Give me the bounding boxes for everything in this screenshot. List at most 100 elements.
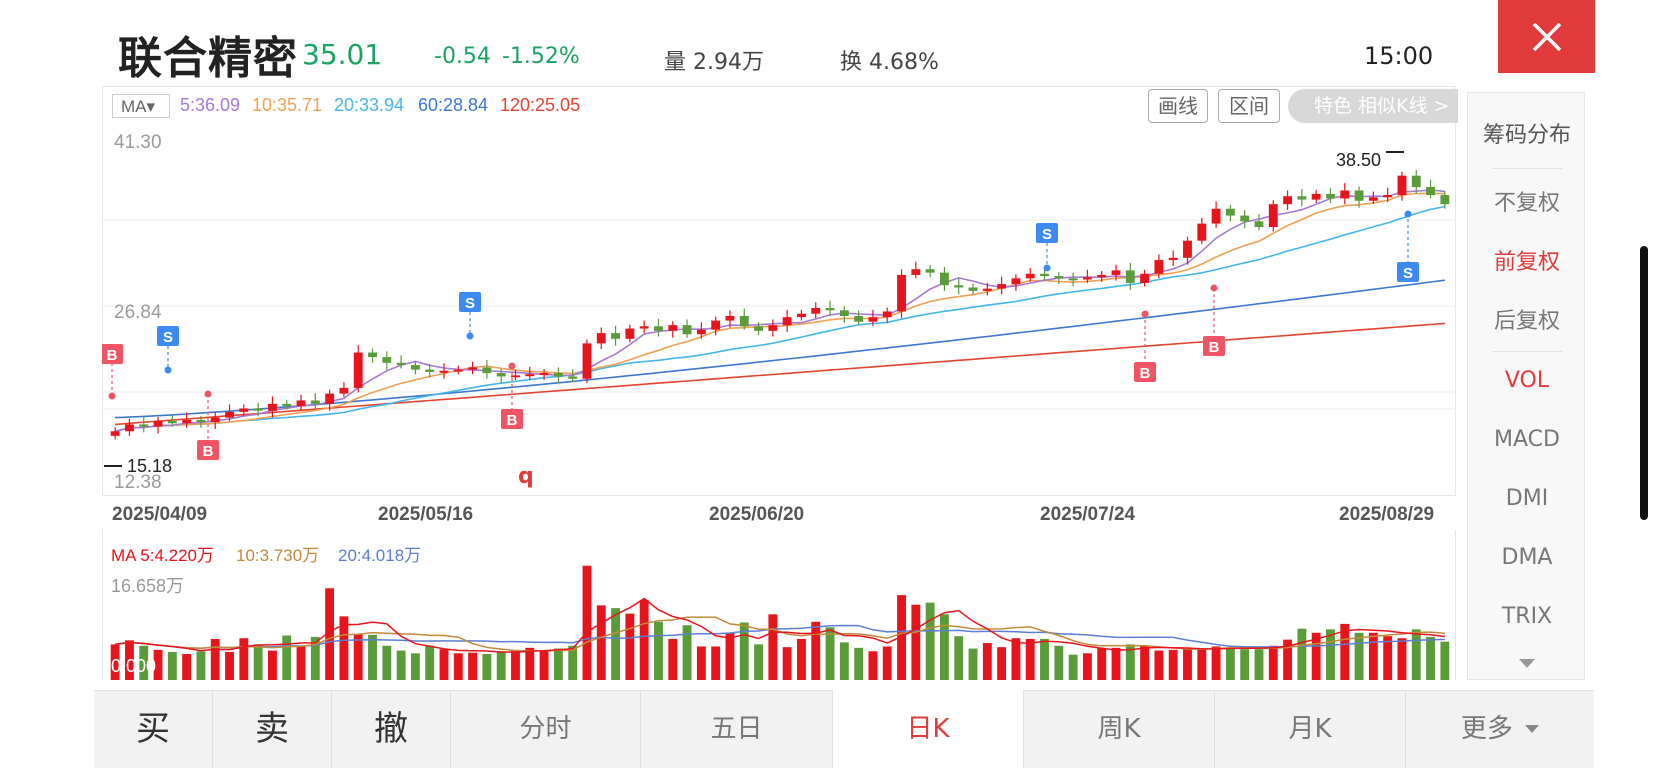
vol-ma20-label: 20:4.018万	[338, 546, 422, 565]
candle-body	[1040, 273, 1049, 277]
tab-intraday[interactable]: 分时	[451, 690, 641, 768]
candle-body	[1426, 187, 1435, 196]
candle-body	[925, 269, 935, 273]
range-button[interactable]: 区间	[1218, 89, 1280, 123]
volume-bar	[353, 634, 363, 680]
vol-ma20-line	[114, 624, 1445, 649]
trix-indicator-item[interactable]: TRIX	[1501, 604, 1553, 629]
signal-dot	[508, 362, 516, 370]
ma-indicator-select[interactable]: MA▾	[112, 94, 170, 118]
candle-body	[1326, 193, 1335, 199]
volume-bar	[410, 653, 420, 680]
sell-signal-marker[interactable]: S	[157, 326, 179, 374]
y-axis-top-label: 41.30	[114, 132, 162, 153]
vol-indicator-item[interactable]: VOL	[1504, 368, 1550, 393]
buy-signal-marker[interactable]: B	[501, 362, 523, 430]
volume-bar	[968, 648, 978, 680]
draw-line-button[interactable]: 画线	[1148, 89, 1208, 123]
tab-daily-k[interactable]: 日K	[833, 690, 1024, 768]
cancel-order-button[interactable]: 撤	[332, 690, 451, 768]
candle-body	[997, 284, 1007, 289]
candle-body	[1125, 270, 1135, 283]
sell-signal-marker[interactable]: S	[459, 292, 481, 340]
volume-bar	[1297, 628, 1307, 680]
volume-bar	[611, 608, 621, 680]
event-marker-q[interactable]: q	[518, 464, 534, 489]
dma-indicator-item[interactable]: DMA	[1501, 545, 1553, 570]
candle-body	[325, 393, 335, 404]
buy-signal-marker[interactable]: B	[1203, 284, 1225, 357]
sell-signal-marker[interactable]: S	[1036, 223, 1058, 272]
buy-button[interactable]: 买	[94, 690, 213, 768]
signal-label: S	[163, 329, 173, 346]
candle-body	[954, 285, 964, 288]
period-high-label: 38.50	[1336, 150, 1382, 170]
volume-bar	[1383, 636, 1393, 680]
macd-indicator-item[interactable]: MACD	[1494, 427, 1560, 452]
candle-body	[854, 316, 864, 322]
volume-bar	[167, 651, 177, 680]
volume-bar	[754, 644, 763, 680]
candle-body	[1097, 274, 1107, 278]
candle-body	[596, 333, 606, 344]
volume-bar	[625, 613, 635, 680]
candle-body	[139, 424, 149, 427]
chevron-down-icon[interactable]	[1519, 659, 1535, 669]
buy-signal-marker[interactable]: B	[197, 390, 219, 461]
volume-bar	[568, 645, 578, 680]
sell-button[interactable]: 卖	[213, 690, 332, 768]
volume-bar	[1211, 646, 1221, 680]
volume-bar	[253, 644, 263, 680]
volume-bar	[310, 636, 320, 680]
similar-kline-button[interactable]: 特色 相似K线 >	[1288, 89, 1458, 123]
volume-bar	[482, 653, 492, 680]
volume-bar	[1225, 647, 1235, 680]
tab-monthly-k[interactable]: 月K	[1215, 690, 1406, 768]
last-price: 35.01	[302, 38, 383, 71]
volume-bar	[654, 621, 663, 680]
buy-signal-marker[interactable]: B	[102, 344, 123, 400]
dmi-indicator-item[interactable]: DMI	[1505, 486, 1549, 511]
candle-body	[1311, 193, 1321, 200]
price-change: -0.54	[434, 44, 491, 69]
ma10-label: 10:35.71	[252, 95, 323, 115]
candle-body	[625, 328, 635, 339]
ma5-label: 5:36.09	[180, 95, 241, 115]
sell-signal-marker[interactable]: S	[1397, 210, 1419, 283]
close-button[interactable]	[1498, 0, 1595, 73]
candle-body	[1411, 175, 1421, 188]
volume-bar	[811, 621, 821, 680]
signal-dot	[108, 392, 116, 400]
tab-weekly-k[interactable]: 周K	[1024, 690, 1215, 768]
candle-body	[539, 373, 549, 376]
no-adjust-item[interactable]: 不复权	[1493, 191, 1560, 216]
candle-body	[1240, 215, 1250, 222]
volume-bar	[196, 651, 206, 680]
scrollbar[interactable]	[1640, 246, 1648, 520]
candle-body	[110, 431, 120, 436]
forward-adjust-item[interactable]: 前复权	[1493, 250, 1560, 275]
candle-body	[1225, 208, 1235, 216]
candle-body	[939, 272, 949, 286]
volume-chart[interactable]	[102, 530, 1456, 680]
ma20-label: 20:33.94	[334, 95, 405, 115]
backward-adjust-item[interactable]: 后复权	[1493, 309, 1560, 334]
ma60-label: 60:28.84	[418, 95, 489, 115]
tab-more[interactable]: 更多	[1406, 690, 1594, 768]
kline-chart[interactable]: B S B S B S B B S	[102, 86, 1456, 496]
volume-bar	[782, 647, 792, 680]
tab-five-day[interactable]: 五日	[641, 690, 833, 768]
chip-distribution-item[interactable]: 筹码分布	[1482, 123, 1571, 148]
volume-bar	[339, 616, 349, 680]
date-label: 2025/04/09	[112, 504, 208, 525]
volume-bar	[453, 653, 463, 680]
signal-label: B	[107, 347, 118, 364]
volume-bar	[225, 651, 234, 680]
time-readout: 15:00	[1364, 42, 1434, 70]
more-label: 更多	[1460, 714, 1513, 744]
signal-dot	[204, 390, 212, 398]
volume-bar	[1440, 641, 1450, 680]
signal-label: S	[465, 295, 475, 312]
candle-body	[1183, 240, 1192, 258]
buy-signal-marker[interactable]: B	[1134, 310, 1156, 383]
